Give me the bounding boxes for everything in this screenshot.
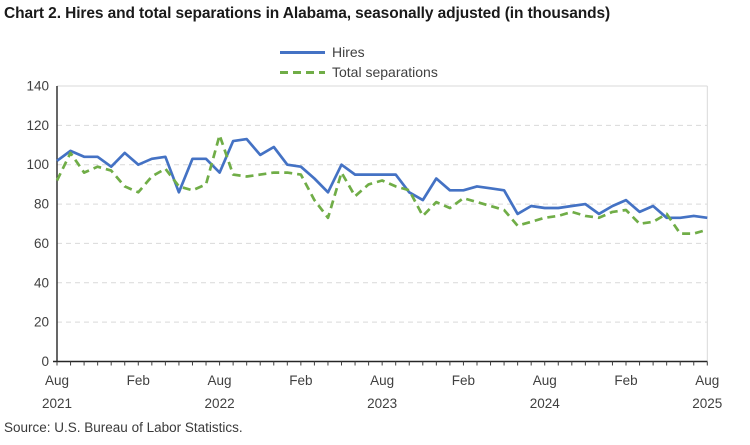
y-tick-label-20: 20 <box>34 315 49 330</box>
x-tick-label-24: Aug <box>370 373 394 388</box>
x-tick-label-30: Feb <box>452 373 475 388</box>
legend-item-total-separations: Total separations <box>280 62 438 82</box>
y-tick-label-60: 60 <box>34 236 49 251</box>
x-tick-label-12: Aug <box>208 373 232 388</box>
x-tick-label-6: Feb <box>127 373 150 388</box>
hires-line <box>56 137 708 220</box>
y-tick-label-0: 0 <box>41 354 49 369</box>
x-tick-label-48: Aug <box>695 373 719 388</box>
y-tick-label-80: 80 <box>34 197 49 212</box>
y-tick-label-120: 120 <box>26 118 49 133</box>
x-year-label-2023: 2023 <box>367 396 397 411</box>
x-year-label-2024: 2024 <box>530 396 561 411</box>
y-tick-label-100: 100 <box>26 157 49 172</box>
legend-label-hires: Hires <box>332 44 365 60</box>
y-tick-label-140: 140 <box>26 79 49 94</box>
x-year-label-2021: 2021 <box>42 396 72 411</box>
x-tick-label-42: Feb <box>614 373 637 388</box>
x-tick-label-0: Aug <box>45 373 69 388</box>
y-tick-label-40: 40 <box>34 275 49 290</box>
x-year-label-2025: 2025 <box>692 396 722 411</box>
chart-title: Chart 2. Hires and total separations in … <box>4 5 611 22</box>
legend-item-hires: Hires <box>280 42 438 62</box>
hires-line-swatch-icon <box>280 50 325 54</box>
legend: Hires Total separations <box>280 42 438 82</box>
legend-label-total-separations: Total separations <box>332 64 438 80</box>
x-tick-label-36: Aug <box>533 373 557 388</box>
source-note: Source: U.S. Bureau of Labor Statistics. <box>4 420 243 435</box>
x-tick-label-18: Feb <box>289 373 312 388</box>
x-year-label-2022: 2022 <box>205 396 235 411</box>
separations-line-swatch-icon <box>280 70 325 74</box>
total-separations-line <box>55 133 708 235</box>
